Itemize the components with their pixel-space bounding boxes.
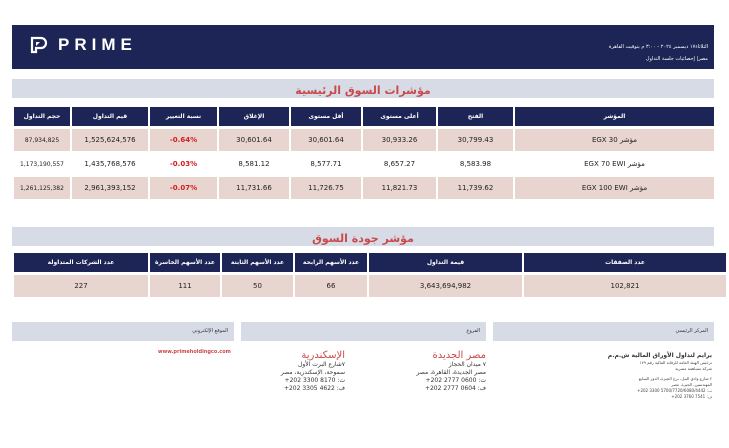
- branch-address: ٧شارع البرت الأول: [298, 361, 345, 368]
- hq-license: ترخيص الهيئة العامة للرقابة المالية رقم …: [639, 360, 712, 365]
- table-row: 1,261,125,382 2,961,393,152 -0.07% 11,73…: [14, 177, 714, 201]
- branch-phone: ت: 8170 3300 202+: [284, 377, 345, 384]
- table-row: 227 111 50 66 3,643,694,982 102,821: [14, 275, 726, 299]
- quality-title-bar: مؤشر جودة السوق: [12, 227, 714, 246]
- cell-index-name: مؤشر EGX 100 EWI: [515, 177, 714, 201]
- cell-index-name: مؤشر EGX 70 EWI: [515, 153, 714, 177]
- cell-traded-companies: 227: [14, 275, 148, 299]
- col-losers: عدد الأسهم الخاسرة: [150, 253, 220, 275]
- cell-volume: 1,173,190,557: [14, 153, 70, 177]
- hq-city: المهندسين، الجيزة، مصر: [671, 382, 712, 387]
- branches-panel-head: الفروع: [241, 322, 486, 341]
- cell-open: 8,583.98: [438, 153, 513, 177]
- cell-close: 11,731.66: [219, 177, 289, 201]
- report-subtitle: مصر| إحصائيات جلسة التداول: [645, 56, 708, 62]
- report-date: الثلاثاء١٧ ديسمبر ٢٠٢٤ - ٣:٠٠ م بتوقيت ا…: [608, 44, 708, 50]
- col-value: قيم التداول: [72, 107, 148, 129]
- col-index: المؤشر: [515, 107, 714, 129]
- col-trade-value: قيمة التداول: [369, 253, 522, 275]
- branch-city: مصر الجديدة، القاهرة، مصر: [416, 369, 486, 376]
- col-close: الإغلاق: [219, 107, 289, 129]
- cell-close: 30,601.64: [219, 129, 289, 153]
- quality-header-row: عدد الشركات المتداولة عدد الأسهم الخاسرة…: [14, 253, 726, 275]
- branch-phone: ت: 0600 2777 202+: [425, 377, 486, 384]
- hq-company: برايم لتداول الأوراق المالية ش.م.م: [607, 352, 712, 359]
- col-change: نسبة التغيير: [150, 107, 217, 129]
- branch-fax: ف: 4622 3305 202+: [283, 385, 345, 392]
- cell-volume: 87,934,825: [14, 129, 70, 153]
- prime-logo-icon: [30, 36, 48, 54]
- table-row: 87,934,825 1,525,624,576 -0.64% 30,601.6…: [14, 129, 714, 153]
- cell-volume: 1,261,125,382: [14, 177, 70, 201]
- hq-panel-head: المركز الرئيسي: [493, 322, 714, 341]
- brand-name: PRIME: [58, 35, 137, 54]
- main-indices-title-bar: مؤشرات السوق الرئيسية: [12, 79, 714, 98]
- cell-low: 8,577.71: [291, 153, 361, 177]
- quality-table: عدد الشركات المتداولة عدد الأسهم الخاسرة…: [12, 253, 728, 299]
- cell-open: 30,799.43: [438, 129, 513, 153]
- branch-heliopolis: مصر الجديدة ٧ ميدان الحجاز مصر الجديدة، …: [374, 350, 486, 393]
- cell-high: 8,657.27: [363, 153, 436, 177]
- report-header: PRIME الثلاثاء١٧ ديسمبر ٢٠٢٤ - ٣:٠٠ م بت…: [12, 25, 714, 69]
- cell-value: 1,525,624,576: [72, 129, 148, 153]
- hq-type: شركة مساهمة مصرية: [675, 366, 712, 371]
- col-gainers: عدد الأسهم الرابحة: [295, 253, 367, 275]
- website-panel-head: الموقع الإلكتروني: [12, 322, 234, 341]
- cell-value: 1,435,768,576: [72, 153, 148, 177]
- cell-open: 11,739.62: [438, 177, 513, 201]
- main-indices-title: مؤشرات السوق الرئيسية: [295, 84, 431, 97]
- hq-phone: ت: 5700/7720/6080/4442 3300 202+: [637, 388, 712, 393]
- main-indices-table: حجم التداول قيم التداول نسبة التغيير الإ…: [12, 107, 716, 201]
- table-row: 1,173,190,557 1,435,768,576 -0.03% 8,581…: [14, 153, 714, 177]
- col-low: أقل مستوى: [291, 107, 361, 129]
- cell-low: 30,601.64: [291, 129, 361, 153]
- col-traded-companies: عدد الشركات المتداولة: [14, 253, 148, 275]
- cell-index-name: مؤشر EGX 30: [515, 129, 714, 153]
- main-indices-header-row: حجم التداول قيم التداول نسبة التغيير الإ…: [14, 107, 714, 129]
- cell-low: 11,726.75: [291, 177, 361, 201]
- col-volume: حجم التداول: [14, 107, 70, 129]
- cell-change: -0.03%: [150, 153, 217, 177]
- branch-address: ٧ ميدان الحجاز: [448, 361, 486, 368]
- col-unchanged: عدد الأسهم الثابتة: [222, 253, 293, 275]
- branch-city: سموحة، الإسكندرية، مصر: [280, 369, 345, 376]
- cell-high: 11,821.73: [363, 177, 436, 201]
- hq-fax: ف: 7541 3760 202+: [671, 394, 712, 399]
- col-open: الفتح: [438, 107, 513, 129]
- quality-title: مؤشر جودة السوق: [312, 232, 414, 245]
- brand-logo: PRIME: [30, 35, 137, 55]
- branch-title: الإسكندرية: [301, 350, 345, 361]
- cell-change: -0.64%: [150, 129, 217, 153]
- hq-address: ٢ شارع وادي النيل، برج الجيزة، الدور الس…: [638, 376, 712, 381]
- website-link[interactable]: www.primeholdingco.com: [158, 349, 231, 355]
- cell-gainers: 66: [295, 275, 367, 299]
- col-trades-count: عدد الصفقات: [524, 253, 726, 275]
- cell-close: 8,581.12: [219, 153, 289, 177]
- cell-change: -0.07%: [150, 177, 217, 201]
- branch-title: مصر الجديدة: [432, 350, 486, 361]
- branch-alexandria: الإسكندرية ٧شارع البرت الأول سموحة، الإس…: [243, 350, 345, 393]
- branch-fax: ف: 0604 2777 202+: [424, 385, 486, 392]
- cell-losers: 111: [150, 275, 220, 299]
- col-high: أعلى مستوى: [363, 107, 436, 129]
- cell-trade-value: 3,643,694,982: [369, 275, 522, 299]
- cell-trades-count: 102,821: [524, 275, 726, 299]
- cell-high: 30,933.26: [363, 129, 436, 153]
- cell-unchanged: 50: [222, 275, 293, 299]
- hq-details: برايم لتداول الأوراق المالية ش.م.م ترخيص…: [590, 352, 712, 400]
- cell-value: 2,961,393,152: [72, 177, 148, 201]
